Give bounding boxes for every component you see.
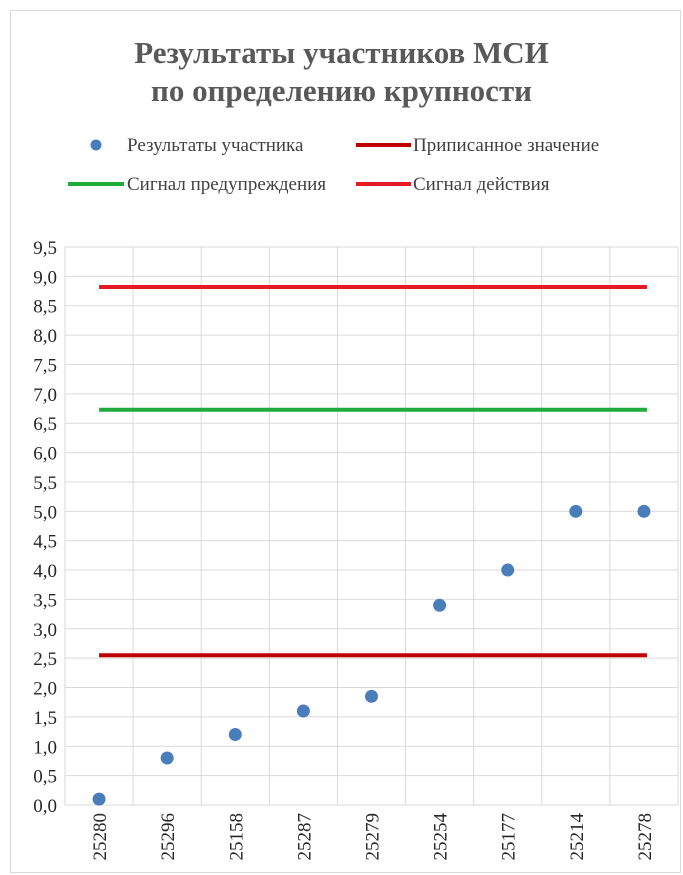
y-tick-label: 6,5	[33, 414, 57, 435]
y-tick-label: 7,5	[33, 355, 57, 376]
legend-label-warning: Сигнал предупреждения	[127, 174, 326, 195]
y-tick-label: 2,0	[33, 679, 57, 700]
y-tick-label: 0,0	[33, 796, 57, 817]
data-point	[92, 792, 106, 806]
y-tick-label: 6,0	[33, 444, 57, 465]
x-tick-label: 25278	[635, 813, 656, 861]
chart-title-line-1: Результаты участников МСИ	[134, 35, 549, 70]
data-point	[365, 689, 378, 703]
x-tick-label: 25177	[499, 813, 520, 861]
y-axis-ticks: 0,0 0,5 1,0 1,5 2,0 2,5 3,0 3,5 4,0 4,5 5,0 5,5 6,0 6…	[33, 238, 57, 817]
chart-title-line-2: по определению крупности	[150, 73, 533, 108]
x-tick-label: 25254	[431, 813, 452, 861]
y-tick-label: 1,0	[33, 737, 57, 758]
data-point	[569, 504, 583, 518]
chart-title: Результаты участников МСИ по определению…	[0, 34, 683, 110]
x-tick-label: 25296	[158, 813, 179, 861]
x-tick-label: 25214	[567, 813, 588, 861]
x-tick-label: 25158	[226, 813, 247, 861]
y-tick-label: 3,0	[33, 620, 57, 641]
y-tick-label: 7,0	[33, 385, 57, 406]
grid	[64, 246, 679, 806]
x-axis-ticks: 25280 25296 25158 25287 25279 25254 25177 25214…	[90, 813, 656, 861]
data-points	[92, 504, 651, 806]
data-point	[501, 563, 515, 577]
legend-label-action: Сигнал действия	[413, 174, 550, 195]
y-tick-label: 1,5	[33, 708, 57, 729]
y-tick-label: 4,5	[33, 532, 57, 553]
y-tick-label: 5,0	[33, 502, 57, 523]
reference-lines	[99, 284, 647, 658]
legend-marker-participant	[90, 139, 102, 151]
y-tick-label: 4,0	[33, 561, 57, 582]
data-point	[433, 598, 447, 612]
x-tick-label: 25279	[363, 813, 384, 861]
chart-frame	[10, 10, 681, 873]
legend-label-participant: Результаты участника	[127, 135, 304, 156]
data-point	[637, 504, 651, 518]
legend-label-assigned: Приписанное значение	[413, 135, 599, 156]
y-tick-label: 9,0	[33, 267, 57, 288]
y-tick-label: 0,5	[33, 767, 57, 788]
y-tick-label: 8,5	[33, 297, 57, 318]
y-tick-label: 9,5	[33, 238, 57, 259]
y-tick-label: 2,5	[33, 649, 57, 670]
data-point	[160, 751, 174, 765]
data-point	[228, 728, 242, 742]
data-point	[296, 704, 310, 718]
y-tick-label: 3,5	[33, 590, 57, 611]
x-tick-label: 25287	[294, 813, 315, 861]
y-tick-label: 5,5	[33, 473, 57, 494]
legend: Результаты участника Приписанное значени…	[68, 135, 599, 195]
x-tick-label: 25280	[90, 813, 111, 861]
y-tick-label: 8,0	[33, 326, 57, 347]
